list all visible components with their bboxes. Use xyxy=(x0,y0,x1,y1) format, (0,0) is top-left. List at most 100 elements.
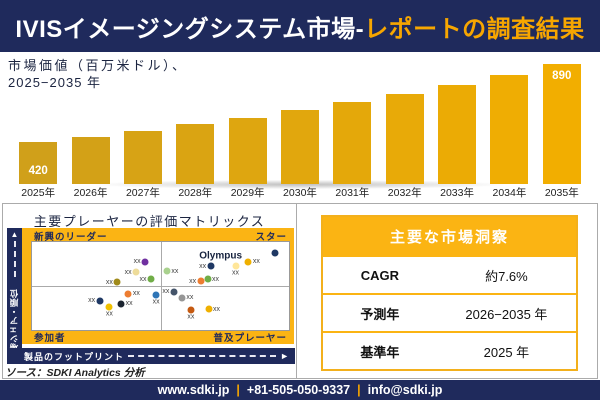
insight-row-value: 約7.6% xyxy=(485,268,528,284)
scatter-point: xx xyxy=(162,288,178,296)
chart-title-line2: 2025−2035 年 xyxy=(8,74,102,90)
page-title-primary: IVISイメージングシステム市場- xyxy=(15,15,365,43)
market-value-bar-chart: 市場価値（百万米ドル）、 2025−2035 年 420 2025年 2026年 20… xyxy=(0,52,600,203)
matrix-x-axis-label: 製品のフットプリント xyxy=(24,351,125,362)
scatter-point: xx xyxy=(139,275,155,283)
point-label: xx xyxy=(162,288,170,296)
x-axis-tick-label: 2029年 xyxy=(230,187,265,199)
insight-row-label: 予測年 xyxy=(360,306,400,322)
scatter-point: xx xyxy=(178,294,193,302)
bar-column: 2032年 xyxy=(379,54,431,203)
x-axis-tick-label: 2031年 xyxy=(335,187,370,199)
scatter-point: xx xyxy=(106,278,121,286)
x-axis-tick-label: 2027年 xyxy=(125,187,160,199)
footer-contact-item: www.sdki.jp xyxy=(157,383,230,397)
point-label: xx xyxy=(133,258,141,266)
point-label: xx xyxy=(189,277,197,285)
bar-column: 2033年 xyxy=(431,54,483,203)
bar xyxy=(176,124,215,184)
bar xyxy=(123,130,162,184)
bar xyxy=(280,110,319,184)
footer-separator: | xyxy=(236,383,240,397)
bar xyxy=(438,84,477,184)
bar xyxy=(385,93,424,184)
insight-row: 予測年 2026−2035 年 xyxy=(323,293,576,331)
point-label: xx xyxy=(199,262,207,270)
bar-column: 2028年 xyxy=(169,54,221,203)
scatter-point: xx xyxy=(199,262,215,270)
scatter-point: xx xyxy=(125,268,140,276)
scatter-point: xx xyxy=(124,290,140,298)
bar-column: 2031年 xyxy=(326,54,378,203)
point-label: xx xyxy=(152,298,160,306)
bar-column: 2030年 xyxy=(274,54,326,203)
bar-value-label: 420 xyxy=(28,165,48,177)
point-label: xx xyxy=(186,294,194,302)
quadrant-divider-vertical xyxy=(160,242,162,330)
scatter-point: xx xyxy=(152,291,160,305)
insight-row-label: 基準年 xyxy=(360,344,400,360)
x-axis-tick-label: 2025年 xyxy=(21,187,56,199)
player-matrix-panel: 主要プレーヤーの評価マトリックス ▲ 市場シェア・順位 新興のリーダー スター … xyxy=(3,204,297,379)
quadrant-label-top-right: スター xyxy=(255,232,287,243)
bar: 890 xyxy=(542,64,581,184)
matrix-frame: 新興のリーダー スター 参加者 普及プレーヤー Olympus xx xx xx xx… xyxy=(22,228,294,344)
y-axis-dashed-line xyxy=(13,241,16,277)
bar-value-label: 890 xyxy=(552,70,572,82)
insight-row: 基準年 2025 年 xyxy=(323,331,576,369)
insight-row-value: 2025 年 xyxy=(483,344,530,360)
scatter-point: xx xyxy=(204,275,219,283)
chart-title: 市場価値（百万米ドル）、 2025−2035 年 xyxy=(8,58,188,92)
scatter-point: xx xyxy=(117,300,133,308)
matrix-y-axis-bar: ▲ 市場シェア・順位 xyxy=(7,228,22,364)
olympus-annotation: Olympus xyxy=(199,250,243,262)
point-label: xx xyxy=(88,297,96,305)
bar xyxy=(333,102,372,184)
chart-title-line1: 市場価値（百万米ドル）、 xyxy=(8,58,188,73)
scatter-point: xx xyxy=(244,258,260,266)
quadrant-label-top-left: 新興のリーダー xyxy=(34,232,108,243)
insights-table: 主要な市場洞察 CAGR 約7.6% 予測年 2026−2035 年基準年 2025 年 xyxy=(321,215,578,371)
point-label: xx xyxy=(187,313,195,321)
insight-row-label: CAGR xyxy=(360,267,400,283)
point-label: xx xyxy=(252,258,260,266)
x-axis-tick-label: 2030年 xyxy=(283,187,317,199)
scatter-point: xx xyxy=(189,277,205,285)
bar-chart-columns: 420 2025年 2026年 2027年 2028年 2029年 2030年 2031年 20… xyxy=(12,54,588,203)
arrow-right-icon: ► xyxy=(280,350,289,361)
matrix-plot: Olympus xx xx xx xx xx xx xx xx xx xx xx xx xx xx xx xx… xyxy=(31,241,290,331)
quadrant-label-bottom-right: 普及プレーヤー xyxy=(213,333,287,344)
point-label: xx xyxy=(105,278,113,286)
x-axis-tick-label: 2033年 xyxy=(440,187,474,199)
insight-row-value: 2026−2035 年 xyxy=(465,306,548,322)
bar-column: 2029年 xyxy=(221,54,273,203)
x-axis-dashed-line xyxy=(128,355,277,357)
point-label: xx xyxy=(124,268,132,276)
bar-column: 890 2035年 xyxy=(536,54,588,203)
point-label: xx xyxy=(139,275,147,283)
scatter-point: xx xyxy=(88,297,104,305)
point-label: xx xyxy=(105,310,113,317)
bar-column: 2034年 xyxy=(483,54,535,203)
scatter-point: xx xyxy=(232,262,240,277)
scatter-point xyxy=(271,249,279,257)
scatter-point: xx xyxy=(187,306,195,321)
x-axis-tick-label: 2035年 xyxy=(544,187,579,199)
matrix-x-axis-bar: 製品のフットプリント ► xyxy=(7,348,295,364)
bar-column: 420 2025年 xyxy=(12,54,64,203)
scatter-point: xx xyxy=(105,303,113,317)
footer-contact-item: info@sdki.jp xyxy=(367,383,443,397)
bar xyxy=(228,117,267,184)
bar: 420 xyxy=(19,142,58,184)
point-label: xx xyxy=(212,275,220,283)
scatter-point: xx xyxy=(205,305,220,313)
bar-column: 2027年 xyxy=(117,54,169,203)
point-label: xx xyxy=(213,305,221,313)
arrow-up-icon: ▲ xyxy=(10,230,19,239)
lower-section: 主要プレーヤーの評価マトリックス ▲ 市場シェア・順位 新興のリーダー スター … xyxy=(2,203,598,379)
contact-footer-bar: www.sdki.jp | +81-505-050-9337 | info@sdki.j… xyxy=(0,380,600,400)
point-label: xx xyxy=(132,290,140,298)
scatter-point: xx xyxy=(163,267,178,275)
x-axis-tick-label: 2026年 xyxy=(73,187,108,199)
bar xyxy=(490,74,529,184)
